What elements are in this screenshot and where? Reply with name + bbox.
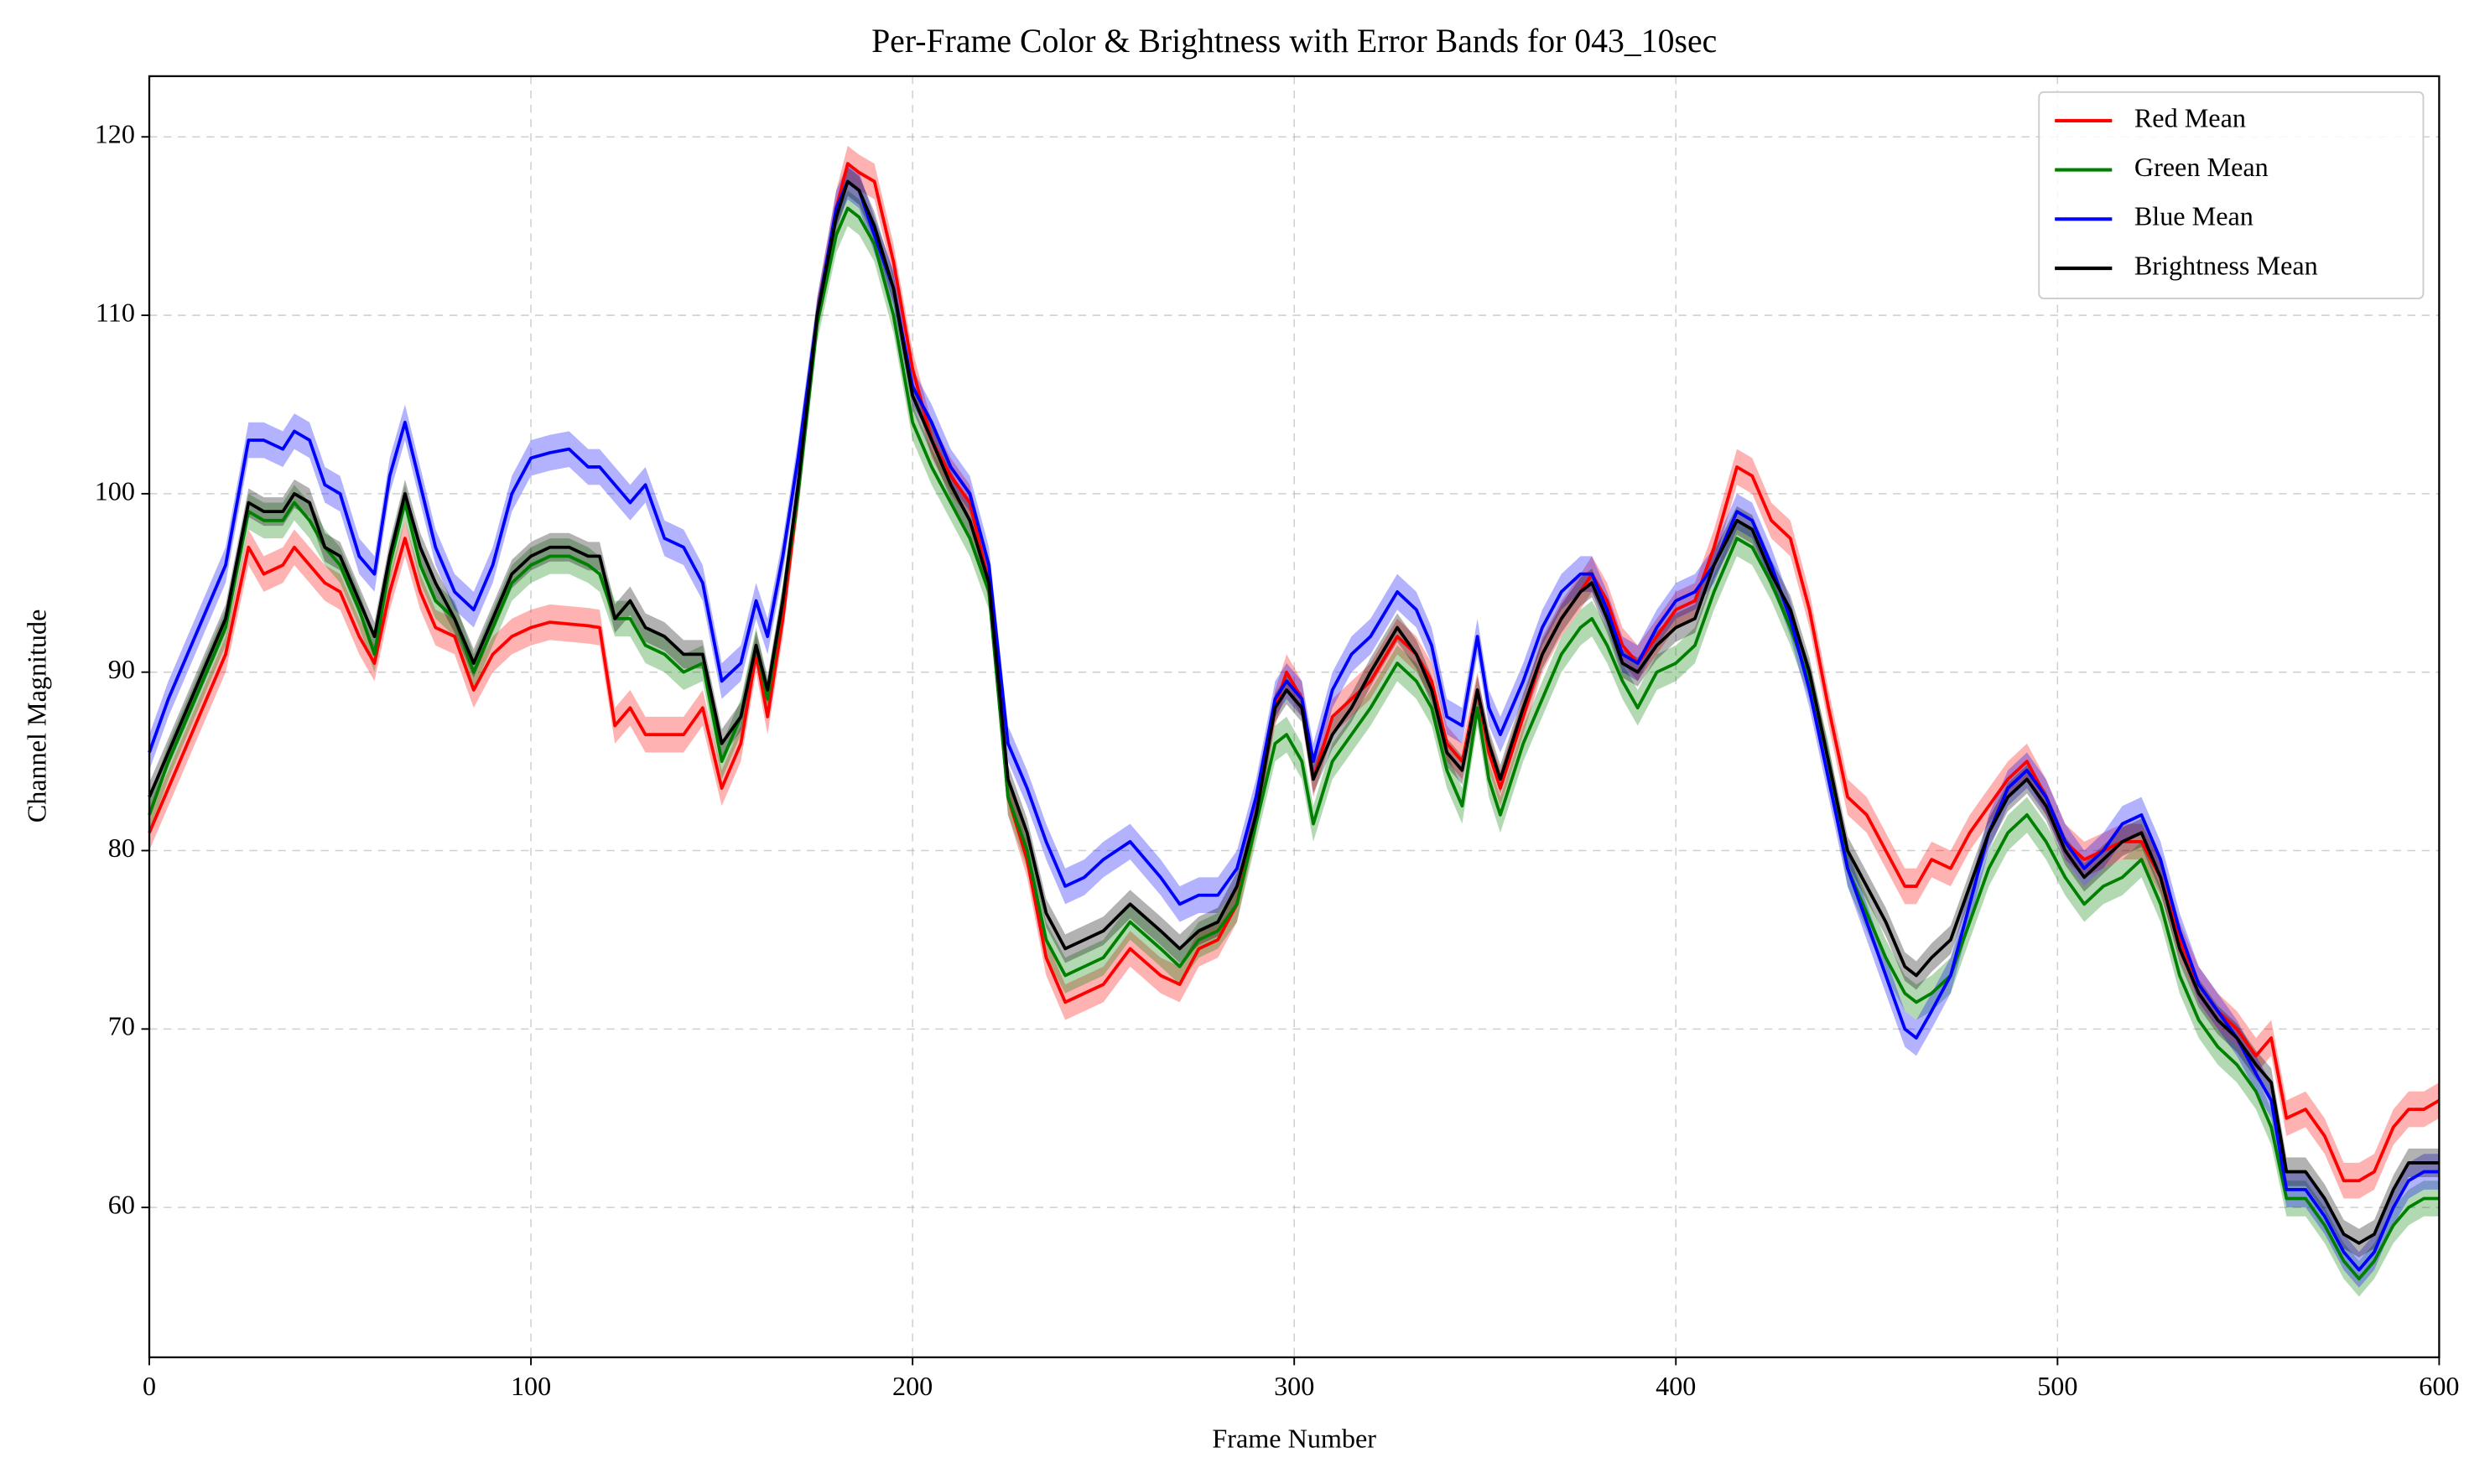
x-tick-label: 400: [1656, 1371, 1696, 1401]
error-band: [149, 167, 2440, 1258]
legend-label: Brightness Mean: [2134, 250, 2318, 280]
x-tick-label: 600: [2419, 1371, 2459, 1401]
chart-title: Per-Frame Color & Brightness with Error …: [871, 23, 1717, 60]
y-tick-label: 80: [108, 833, 135, 863]
legend-box: [2038, 91, 2425, 299]
x-tick-label: 100: [511, 1371, 551, 1401]
y-tick-label: 70: [108, 1011, 135, 1041]
x-tick-label: 500: [2037, 1371, 2077, 1401]
legend-label: Blue Mean: [2134, 201, 2253, 231]
series-line: [148, 179, 2440, 1272]
y-tick-label: 90: [108, 654, 135, 684]
legend-label: Red Mean: [2134, 102, 2246, 132]
x-tick-label: 0: [143, 1371, 156, 1401]
legend: Red Mean Green Mean Blue Mean Brightness Me…: [2038, 91, 2425, 299]
series-line: [148, 206, 2440, 1281]
plot-frame: [148, 75, 2441, 1359]
y-tick-label: 120: [95, 119, 135, 149]
y-tick-label: 110: [96, 297, 135, 327]
x-tick-label: 300: [1274, 1371, 1314, 1401]
y-tick-label: 100: [95, 475, 135, 506]
x-axis-label: Frame Number: [1212, 1424, 1376, 1454]
error-band: [149, 145, 2440, 1199]
y-axis-label: Channel Magnitude: [22, 610, 52, 823]
x-tick-label: 200: [892, 1371, 933, 1401]
legend-label: Green Mean: [2134, 152, 2269, 182]
y-tick-label: 60: [108, 1190, 135, 1220]
error-band: [149, 190, 2440, 1297]
series-line: [148, 179, 2440, 1245]
